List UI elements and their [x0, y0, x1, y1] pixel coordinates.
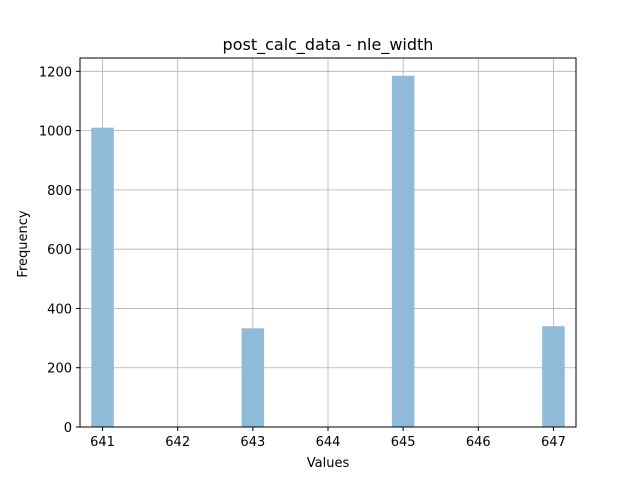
x-tick-label: 643 — [240, 435, 265, 450]
y-tick-label: 200 — [47, 362, 72, 377]
bars — [91, 75, 565, 427]
x-axis-ticks: 641 642 643 644 645 646 647 — [90, 427, 566, 450]
histogram-bar — [91, 127, 114, 427]
x-axis-label: Values — [307, 456, 350, 471]
histogram-bar — [542, 326, 565, 427]
x-tick-label: 642 — [165, 435, 190, 450]
x-tick-label: 645 — [391, 435, 416, 450]
y-tick-label: 1000 — [39, 125, 72, 140]
y-tick-label: 0 — [64, 421, 72, 436]
y-tick-label: 1200 — [39, 65, 72, 80]
histogram-bar — [241, 328, 265, 427]
histogram-bar — [391, 75, 415, 427]
y-tick-label: 400 — [47, 302, 72, 317]
x-tick-label: 646 — [466, 435, 491, 450]
x-tick-label: 647 — [541, 435, 566, 450]
x-tick-label: 641 — [90, 435, 115, 450]
y-tick-label: 600 — [47, 243, 72, 258]
y-axis-ticks: 0 200 400 600 800 1000 1200 — [39, 65, 80, 436]
y-tick-label: 800 — [47, 184, 72, 199]
x-tick-label: 644 — [316, 435, 341, 450]
y-axis-label: Frequency — [16, 210, 31, 277]
chart-title: post_calc_data - nle_width — [223, 35, 434, 55]
